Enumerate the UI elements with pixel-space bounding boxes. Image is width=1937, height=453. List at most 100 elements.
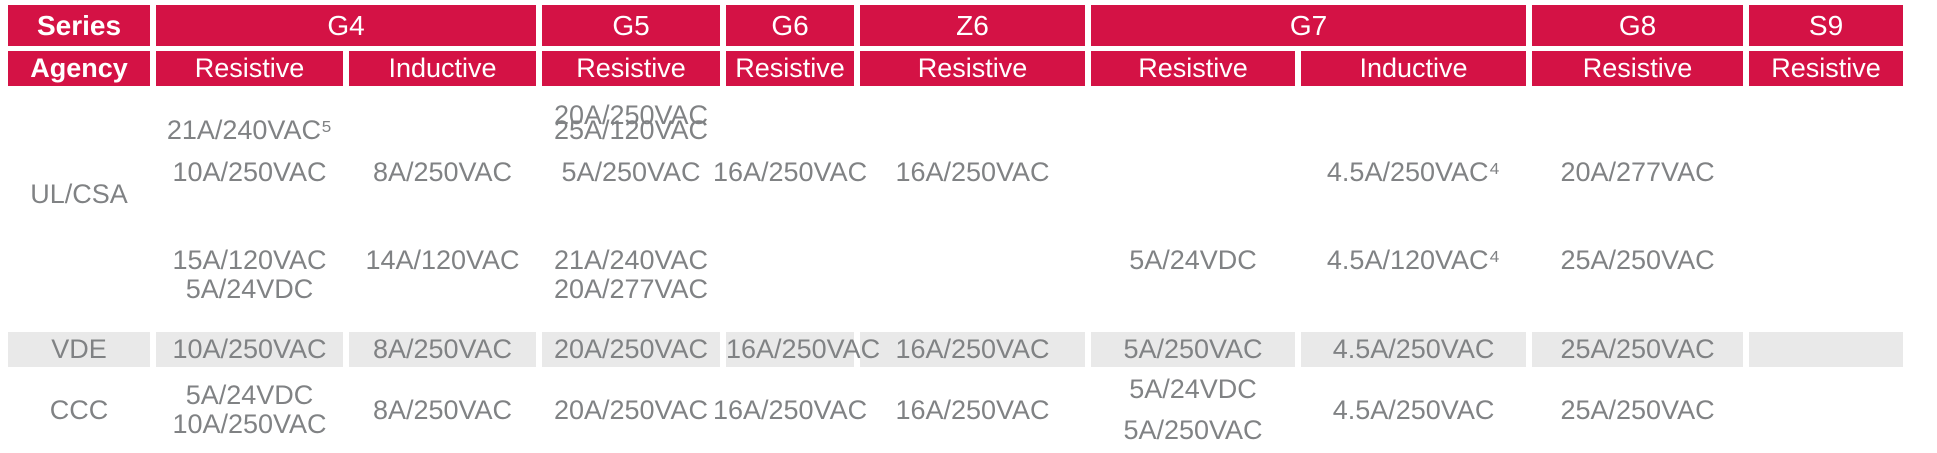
rating-group-upper: 20A/277VAC — [1532, 91, 1743, 187]
cell-vde-g4-inductive: 8A/250VAC — [349, 332, 537, 367]
col-header-g8-resistive: Resistive — [1532, 51, 1744, 86]
rating-group-lower: 4.5A/120VAC⁴ — [1301, 246, 1526, 275]
series-header-g6: G6 — [726, 5, 855, 46]
cell-ulcsa-z6-resistive: 16A/250VAC — [860, 91, 1085, 327]
rating-value: 4.5A/250VAC — [1332, 394, 1495, 425]
rating-value: 10A/250VAC — [172, 157, 327, 187]
rating-group-upper: 4.5A/250VAC⁴ — [1301, 91, 1526, 187]
rating-value: 10A/250VAC — [172, 409, 327, 439]
cell-ccc-s9-resistive — [1749, 372, 1903, 448]
cell-vde-s9-resistive — [1749, 332, 1904, 367]
rating-value: 25A/250VAC — [1560, 394, 1715, 425]
cell-ulcsa-g6-resistive: 16A/250VAC — [713, 91, 867, 327]
cell-ulcsa-g8-resistive: 20A/277VAC 25A/250VAC — [1532, 91, 1743, 327]
cell-ccc-g6-resistive: 16A/250VAC — [713, 372, 867, 448]
rating-value: 16A/250VAC — [712, 157, 868, 187]
series-header-g4: G4 — [156, 5, 537, 46]
rating-value: 4.5A/250VAC⁴ — [1326, 157, 1501, 187]
cell-vde-g5-resistive: 20A/250VAC — [542, 332, 721, 367]
rating-value: 20A/277VAC — [1560, 157, 1715, 187]
row-vde: VDE 10A/250VAC 8A/250VAC 20A/250VAC 16A/… — [8, 332, 1904, 367]
col-header-g7-resistive: Resistive — [1091, 51, 1296, 86]
rating-group: 4.5A/250VAC — [1301, 394, 1526, 425]
rating-group-lower: 21A/240VAC 20A/277VAC — [542, 246, 720, 304]
col-header-g5-resistive: Resistive — [542, 51, 721, 86]
cell-vde-g4-resistive: 10A/250VAC — [156, 332, 343, 367]
rating-value: 5A/24VDC — [185, 380, 314, 410]
agency-header-row: Agency Resistive Inductive Resistive Res… — [8, 51, 1904, 86]
rating-group-lower: 25A/250VAC — [1532, 246, 1743, 275]
cell-ulcsa-g4-inductive: 8A/250VAC 14A/120VAC — [349, 91, 536, 327]
cell-ccc-g5-resistive: 20A/250VAC — [542, 372, 720, 448]
rating-value: 16A/250VAC — [895, 157, 1050, 187]
cell-ccc-g4-resistive: 5A/24VDC 10A/250VAC — [156, 372, 343, 448]
rating-group: 5A/24VDC 5A/250VAC — [1091, 375, 1295, 445]
rating-group-lower: 5A/24VDC — [1091, 246, 1295, 275]
rating-value: 16A/250VAC — [895, 394, 1050, 425]
cell-vde-g7-inductive: 4.5A/250VAC — [1301, 332, 1527, 367]
agency-label-ulcsa: UL/CSA — [30, 178, 128, 209]
cell-vde-g7-resistive: 5A/250VAC — [1091, 332, 1296, 367]
rating-group: 20A/250VAC — [542, 394, 720, 425]
rating-group-upper — [1091, 91, 1295, 187]
cell-ulcsa-g5-resistive: 20A/250VAC 25A/120VAC 5A/250VAC 21A/240VAC… — [542, 91, 720, 327]
rating-value: 16A/250VAC — [712, 394, 868, 425]
cell-ccc-z6-resistive: 16A/250VAC — [860, 372, 1085, 448]
cell-ulcsa-s9-resistive — [1749, 91, 1903, 327]
rating-value: 8A/250VAC — [372, 157, 513, 187]
rating-group: 16A/250VAC — [713, 395, 867, 425]
rating-value: 4.5A/120VAC⁴ — [1326, 245, 1501, 275]
rating-group: 5A/24VDC 10A/250VAC — [156, 381, 343, 439]
cell-vde-g8-resistive: 25A/250VAC — [1532, 332, 1744, 367]
cell-ulcsa-g7-inductive: 4.5A/250VAC⁴ 4.5A/120VAC⁴ — [1301, 91, 1526, 327]
rating-value: 15A/120VAC — [172, 245, 327, 275]
series-header-label: Series — [8, 5, 150, 46]
col-header-g7-inductive: Inductive — [1301, 51, 1527, 86]
col-header-g6-resistive: Resistive — [726, 51, 855, 86]
rating-group: 8A/250VAC — [349, 394, 536, 425]
rating-value: 8A/250VAC — [372, 394, 513, 425]
rating-group-upper: 20A/250VAC 25A/120VAC 5A/250VAC — [542, 91, 720, 187]
cell-vde-z6-resistive: 16A/250VAC — [860, 332, 1086, 367]
col-header-z6-resistive: Resistive — [860, 51, 1086, 86]
col-header-g4-inductive: Inductive — [349, 51, 537, 86]
cell-ulcsa-g4-resistive: 21A/240VAC⁵ 10A/250VAC 15A/120VAC 5A/24VDC — [156, 91, 343, 327]
rating-value: 25A/120VAC — [553, 115, 709, 145]
series-header-z6: Z6 — [860, 5, 1086, 46]
rating-group-lower: 15A/120VAC 5A/24VDC — [156, 246, 343, 304]
row-ccc: CCC 5A/24VDC 10A/250VAC 8A/250VAC 20A/250… — [8, 372, 1903, 448]
rating-group-upper: 16A/250VAC — [713, 91, 867, 187]
rating-value: 5A/250VAC — [561, 157, 701, 187]
cell-ccc-g7-resistive: 5A/24VDC 5A/250VAC — [1091, 372, 1295, 448]
series-header-g8: G8 — [1532, 5, 1744, 46]
cell-vde-g6-resistive: 16A/250VAC — [726, 332, 880, 367]
cell-ccc-g4-inductive: 8A/250VAC — [349, 372, 536, 448]
col-header-s9-resistive: Resistive — [1749, 51, 1904, 86]
rating-value: 25A/250VAC — [1560, 245, 1715, 275]
series-header-row: Series G4 G5 G6 Z6 G7 G8 S9 — [8, 5, 1904, 46]
agency-label-ccc: CCC — [49, 394, 109, 425]
cell-ccc-g8-resistive: 25A/250VAC — [1532, 372, 1743, 448]
rating-group-upper — [1749, 91, 1903, 187]
series-header-s9: S9 — [1749, 5, 1904, 46]
rating-group-upper: 16A/250VAC — [860, 91, 1085, 187]
rating-value: 5A/24VDC — [185, 274, 314, 304]
cell-ulcsa-g7-resistive: 5A/24VDC — [1091, 91, 1295, 327]
rating-value: 20A/250VAC — [553, 394, 709, 425]
rating-value: 21A/240VAC — [553, 245, 709, 275]
rating-value: 20A/250VAC — [553, 100, 709, 130]
rating-group-upper: 21A/240VAC⁵ 10A/250VAC — [156, 91, 343, 187]
row-ulcsa: UL/CSA 21A/240VAC⁵ 10A/250VAC 15A/120VAC 5… — [8, 91, 1903, 327]
rating-value: 21A/240VAC⁵ — [166, 115, 333, 145]
agency-label-vde: VDE — [8, 332, 150, 367]
cell-ccc-g7-inductive: 4.5A/250VAC — [1301, 372, 1526, 448]
rating-group: 25A/250VAC — [1532, 394, 1743, 425]
rating-group: 16A/250VAC — [860, 394, 1085, 425]
col-header-g4-resistive: Resistive — [156, 51, 343, 86]
rating-value: 5A/24VDC — [1129, 245, 1257, 275]
series-header-g7: G7 — [1091, 5, 1527, 46]
rating-value: 5A/24VDC — [1129, 374, 1257, 404]
rating-group-lower: 14A/120VAC — [349, 246, 536, 275]
rating-value: 20A/277VAC — [553, 274, 709, 304]
